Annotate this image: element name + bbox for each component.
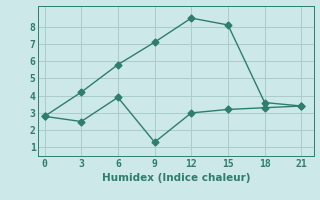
X-axis label: Humidex (Indice chaleur): Humidex (Indice chaleur) bbox=[102, 173, 250, 183]
